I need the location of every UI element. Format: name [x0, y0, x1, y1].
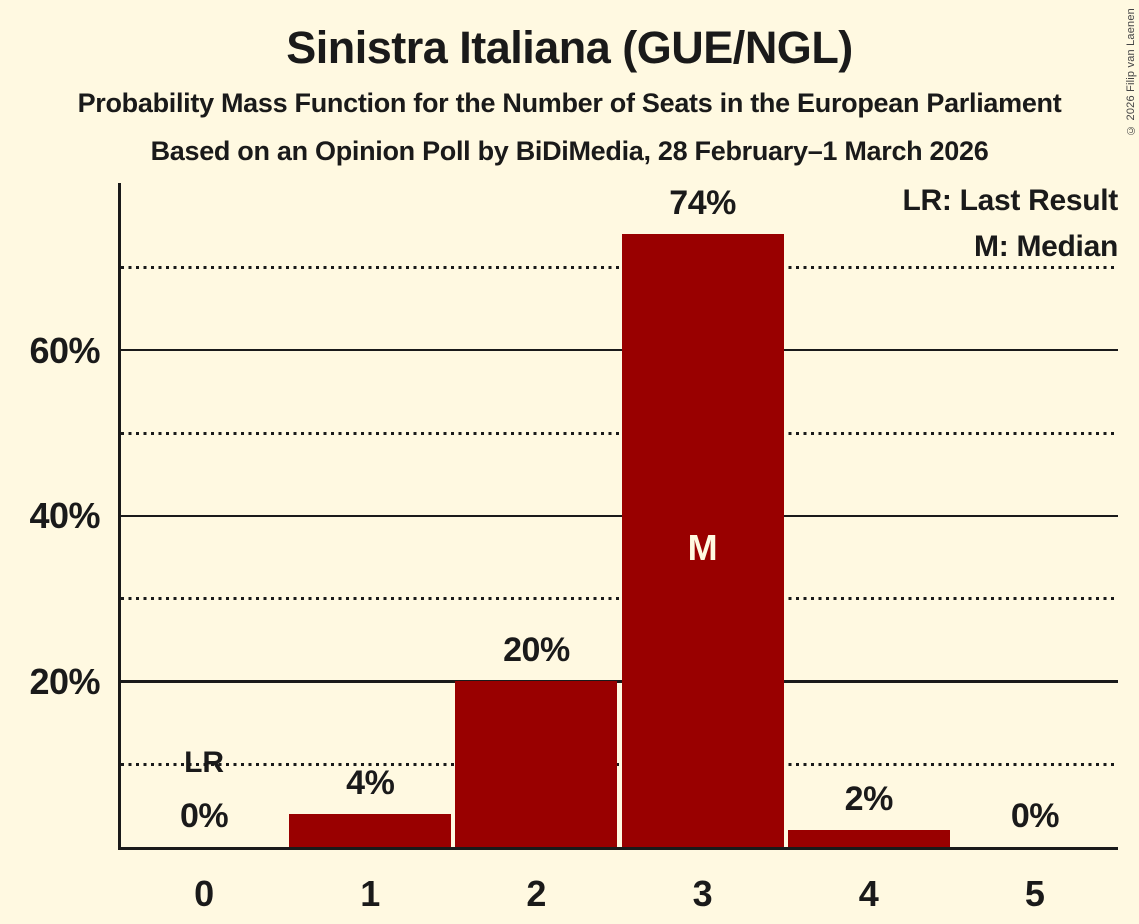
y-axis — [118, 183, 121, 850]
bar-label-seat-4: 2% — [844, 780, 894, 819]
legend-last-result: LR: Last Result — [902, 184, 1118, 217]
x-tick-seat-2: 2 — [526, 873, 547, 914]
gridline-dotted-70pct — [121, 265, 1118, 269]
gridline-dotted-10pct — [121, 762, 1118, 766]
y-tick-60pct: 60% — [29, 329, 100, 371]
x-tick-seat-4: 4 — [858, 873, 879, 914]
y-tick-20pct: 20% — [29, 660, 100, 702]
chart-subtitle-pmf: Probability Mass Function for the Number… — [77, 88, 1062, 118]
legend-median: M: Median — [974, 230, 1118, 263]
bar-seat-2 — [455, 681, 618, 847]
bar-seat-1 — [289, 813, 452, 847]
gridline-dotted-30pct — [121, 597, 1118, 601]
gridline-solid-60pct — [121, 348, 1118, 352]
gridline-dotted-50pct — [121, 431, 1118, 435]
copyright-notice: © 2026 Filip van Laenen — [1125, 8, 1137, 136]
x-tick-seat-5: 5 — [1024, 873, 1045, 914]
last-result-marker: LR — [184, 746, 225, 779]
bar-label-seat-0: 0% — [180, 797, 229, 835]
bar-label-seat-1: 4% — [346, 763, 395, 802]
x-tick-seat-3: 3 — [692, 873, 713, 914]
median-marker: M — [687, 526, 718, 568]
gridline-solid-40pct — [121, 514, 1118, 518]
x-tick-seat-1: 1 — [360, 873, 381, 914]
bar-seat-4 — [787, 830, 950, 847]
gridline-solid-20pct — [121, 680, 1118, 683]
bar-label-seat-2: 20% — [503, 631, 570, 670]
x-tick-seat-0: 0 — [194, 873, 215, 914]
chart-title: Sinistra Italiana (GUE/NGL) — [286, 22, 853, 73]
bar-label-seat-3: 74% — [669, 184, 736, 223]
bar-label-seat-5: 0% — [1010, 797, 1060, 835]
x-axis — [118, 847, 1118, 850]
bar-seat-3 — [621, 234, 784, 847]
chart-subtitle-poll: Based on an Opinion Poll by BiDiMedia, 2… — [150, 136, 989, 166]
y-tick-40pct: 40% — [29, 495, 100, 537]
